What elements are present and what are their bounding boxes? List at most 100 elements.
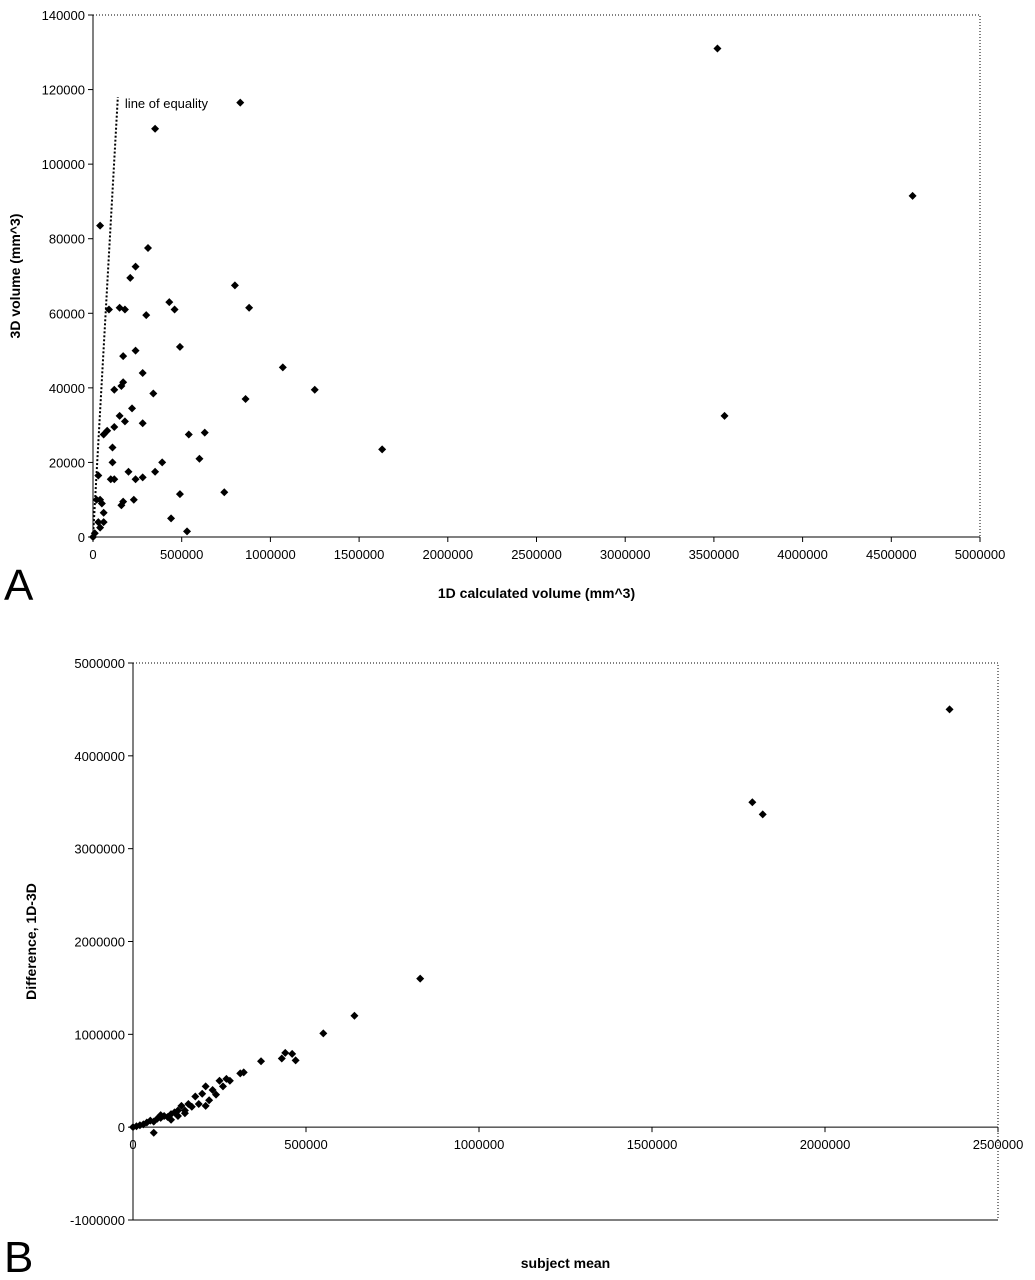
a-data-point — [142, 311, 151, 320]
a-data-point — [908, 191, 917, 200]
a-data-point — [110, 385, 119, 394]
a-data-point — [310, 385, 319, 394]
b-data-point — [257, 1057, 266, 1066]
b-x-tick-label: 2500000 — [973, 1137, 1024, 1152]
a-data-point — [117, 501, 126, 510]
a-data-point — [184, 430, 193, 439]
a-data-point — [124, 467, 133, 476]
b-data-point — [149, 1128, 158, 1137]
a-data-point — [120, 305, 129, 314]
b-data-point — [191, 1092, 200, 1101]
a-data-point — [131, 262, 140, 271]
b-data-point — [281, 1048, 290, 1057]
a-data-point — [120, 417, 129, 426]
b-x-tick-label: 2000000 — [800, 1137, 851, 1152]
a-data-point — [175, 342, 184, 351]
b-y-tick-label: 3000000 — [74, 842, 125, 857]
b-data-point — [201, 1101, 210, 1110]
a-data-point — [200, 428, 209, 437]
a-data-point — [165, 298, 174, 307]
a-y-tick-label: 100000 — [42, 157, 85, 172]
panel-b-points — [129, 705, 954, 1137]
a-data-point — [108, 458, 117, 467]
panel-a-y-axis-title: 3D volume (mm^3) — [7, 214, 23, 339]
a-data-point — [108, 443, 117, 452]
a-data-point — [119, 352, 128, 361]
b-y-tick-label: 1000000 — [74, 1027, 125, 1042]
panel-b-y-ticks: -1000000 0 1000000 2000000 3000000 4000000 500… — [70, 656, 133, 1228]
a-data-point — [131, 346, 140, 355]
a-x-tick-label: 4500000 — [866, 547, 917, 562]
a-data-point — [236, 98, 245, 107]
panel-a-letter: A — [4, 561, 34, 610]
b-data-point — [748, 798, 757, 807]
a-data-point — [138, 368, 147, 377]
a-y-tick-label: 120000 — [42, 83, 85, 98]
panel-a-line-of-equality — [92, 96, 119, 538]
b-y-tick-label: 5000000 — [74, 656, 125, 671]
a-data-point — [149, 389, 158, 398]
b-data-point — [187, 1102, 196, 1111]
a-data-point — [110, 475, 119, 484]
a-data-point — [138, 473, 147, 482]
a-x-tick-label: 3500000 — [689, 547, 740, 562]
b-data-point — [198, 1089, 207, 1098]
b-data-point — [177, 1101, 186, 1110]
panel-b-plot-area — [132, 662, 999, 1221]
a-data-point — [278, 363, 287, 372]
a-data-point — [99, 508, 108, 517]
b-data-point — [201, 1082, 210, 1091]
b-data-point — [291, 1056, 300, 1065]
b-data-point — [350, 1011, 359, 1020]
a-data-point — [117, 381, 126, 390]
panel-b-x-axis-title: subject mean — [521, 1255, 610, 1271]
panel-b-chart: 0 500000 1000000 1500000 2000000 2500000 -100… — [4, 656, 1023, 1280]
a-x-tick-label: 5000000 — [955, 547, 1006, 562]
b-data-point — [945, 705, 954, 714]
b-data-point — [129, 1123, 137, 1132]
a-data-point — [241, 395, 250, 404]
a-data-point — [158, 458, 167, 467]
b-x-tick-label: 1000000 — [454, 1137, 505, 1152]
a-data-point — [96, 221, 105, 230]
a-data-point — [720, 411, 729, 420]
a-x-tick-label: 0 — [89, 547, 96, 562]
a-y-tick-label: 40000 — [49, 381, 85, 396]
b-data-point — [288, 1049, 297, 1058]
panel-a-x-axis-title: 1D calculated volume (mm^3) — [438, 585, 635, 601]
a-data-point — [97, 499, 106, 508]
a-data-point — [195, 454, 204, 463]
a-data-point — [99, 518, 108, 527]
panel-b-y-axis-title: Difference, 1D-3D — [23, 883, 39, 1000]
panel-a-chart: 0 500000 1000000 1500000 2000000 2500000 30000… — [4, 8, 1005, 610]
panel-a-y-ticks: 0 20000 40000 60000 80000 100000 120000 140000 — [42, 8, 93, 545]
a-data-point — [245, 303, 254, 312]
a-data-point — [131, 475, 140, 484]
a-x-tick-label: 3000000 — [600, 547, 651, 562]
a-data-point — [183, 527, 192, 536]
b-data-point — [180, 1109, 189, 1118]
a-x-tick-label: 1500000 — [334, 547, 385, 562]
a-data-point — [115, 411, 124, 420]
a-data-point — [713, 44, 722, 53]
a-x-tick-label: 1000000 — [245, 547, 296, 562]
b-data-point — [205, 1096, 214, 1105]
b-data-point — [319, 1029, 328, 1038]
a-data-point — [170, 305, 179, 314]
b-x-tick-label: 0 — [129, 1137, 136, 1152]
a-data-point — [167, 514, 176, 523]
a-data-point — [175, 490, 184, 499]
b-x-tick-label: 500000 — [284, 1137, 327, 1152]
a-data-point — [94, 471, 103, 480]
a-data-point — [138, 419, 147, 428]
b-data-point — [758, 810, 767, 819]
a-data-point — [126, 273, 135, 282]
b-data-point — [277, 1054, 286, 1063]
b-x-tick-label: 1500000 — [627, 1137, 678, 1152]
a-data-point — [220, 488, 229, 497]
a-data-point — [143, 244, 152, 253]
b-data-point — [208, 1086, 217, 1095]
panel-a-x-ticks: 0 500000 1000000 1500000 2000000 2500000 30000… — [89, 537, 1005, 562]
a-y-tick-label: 20000 — [49, 455, 85, 470]
